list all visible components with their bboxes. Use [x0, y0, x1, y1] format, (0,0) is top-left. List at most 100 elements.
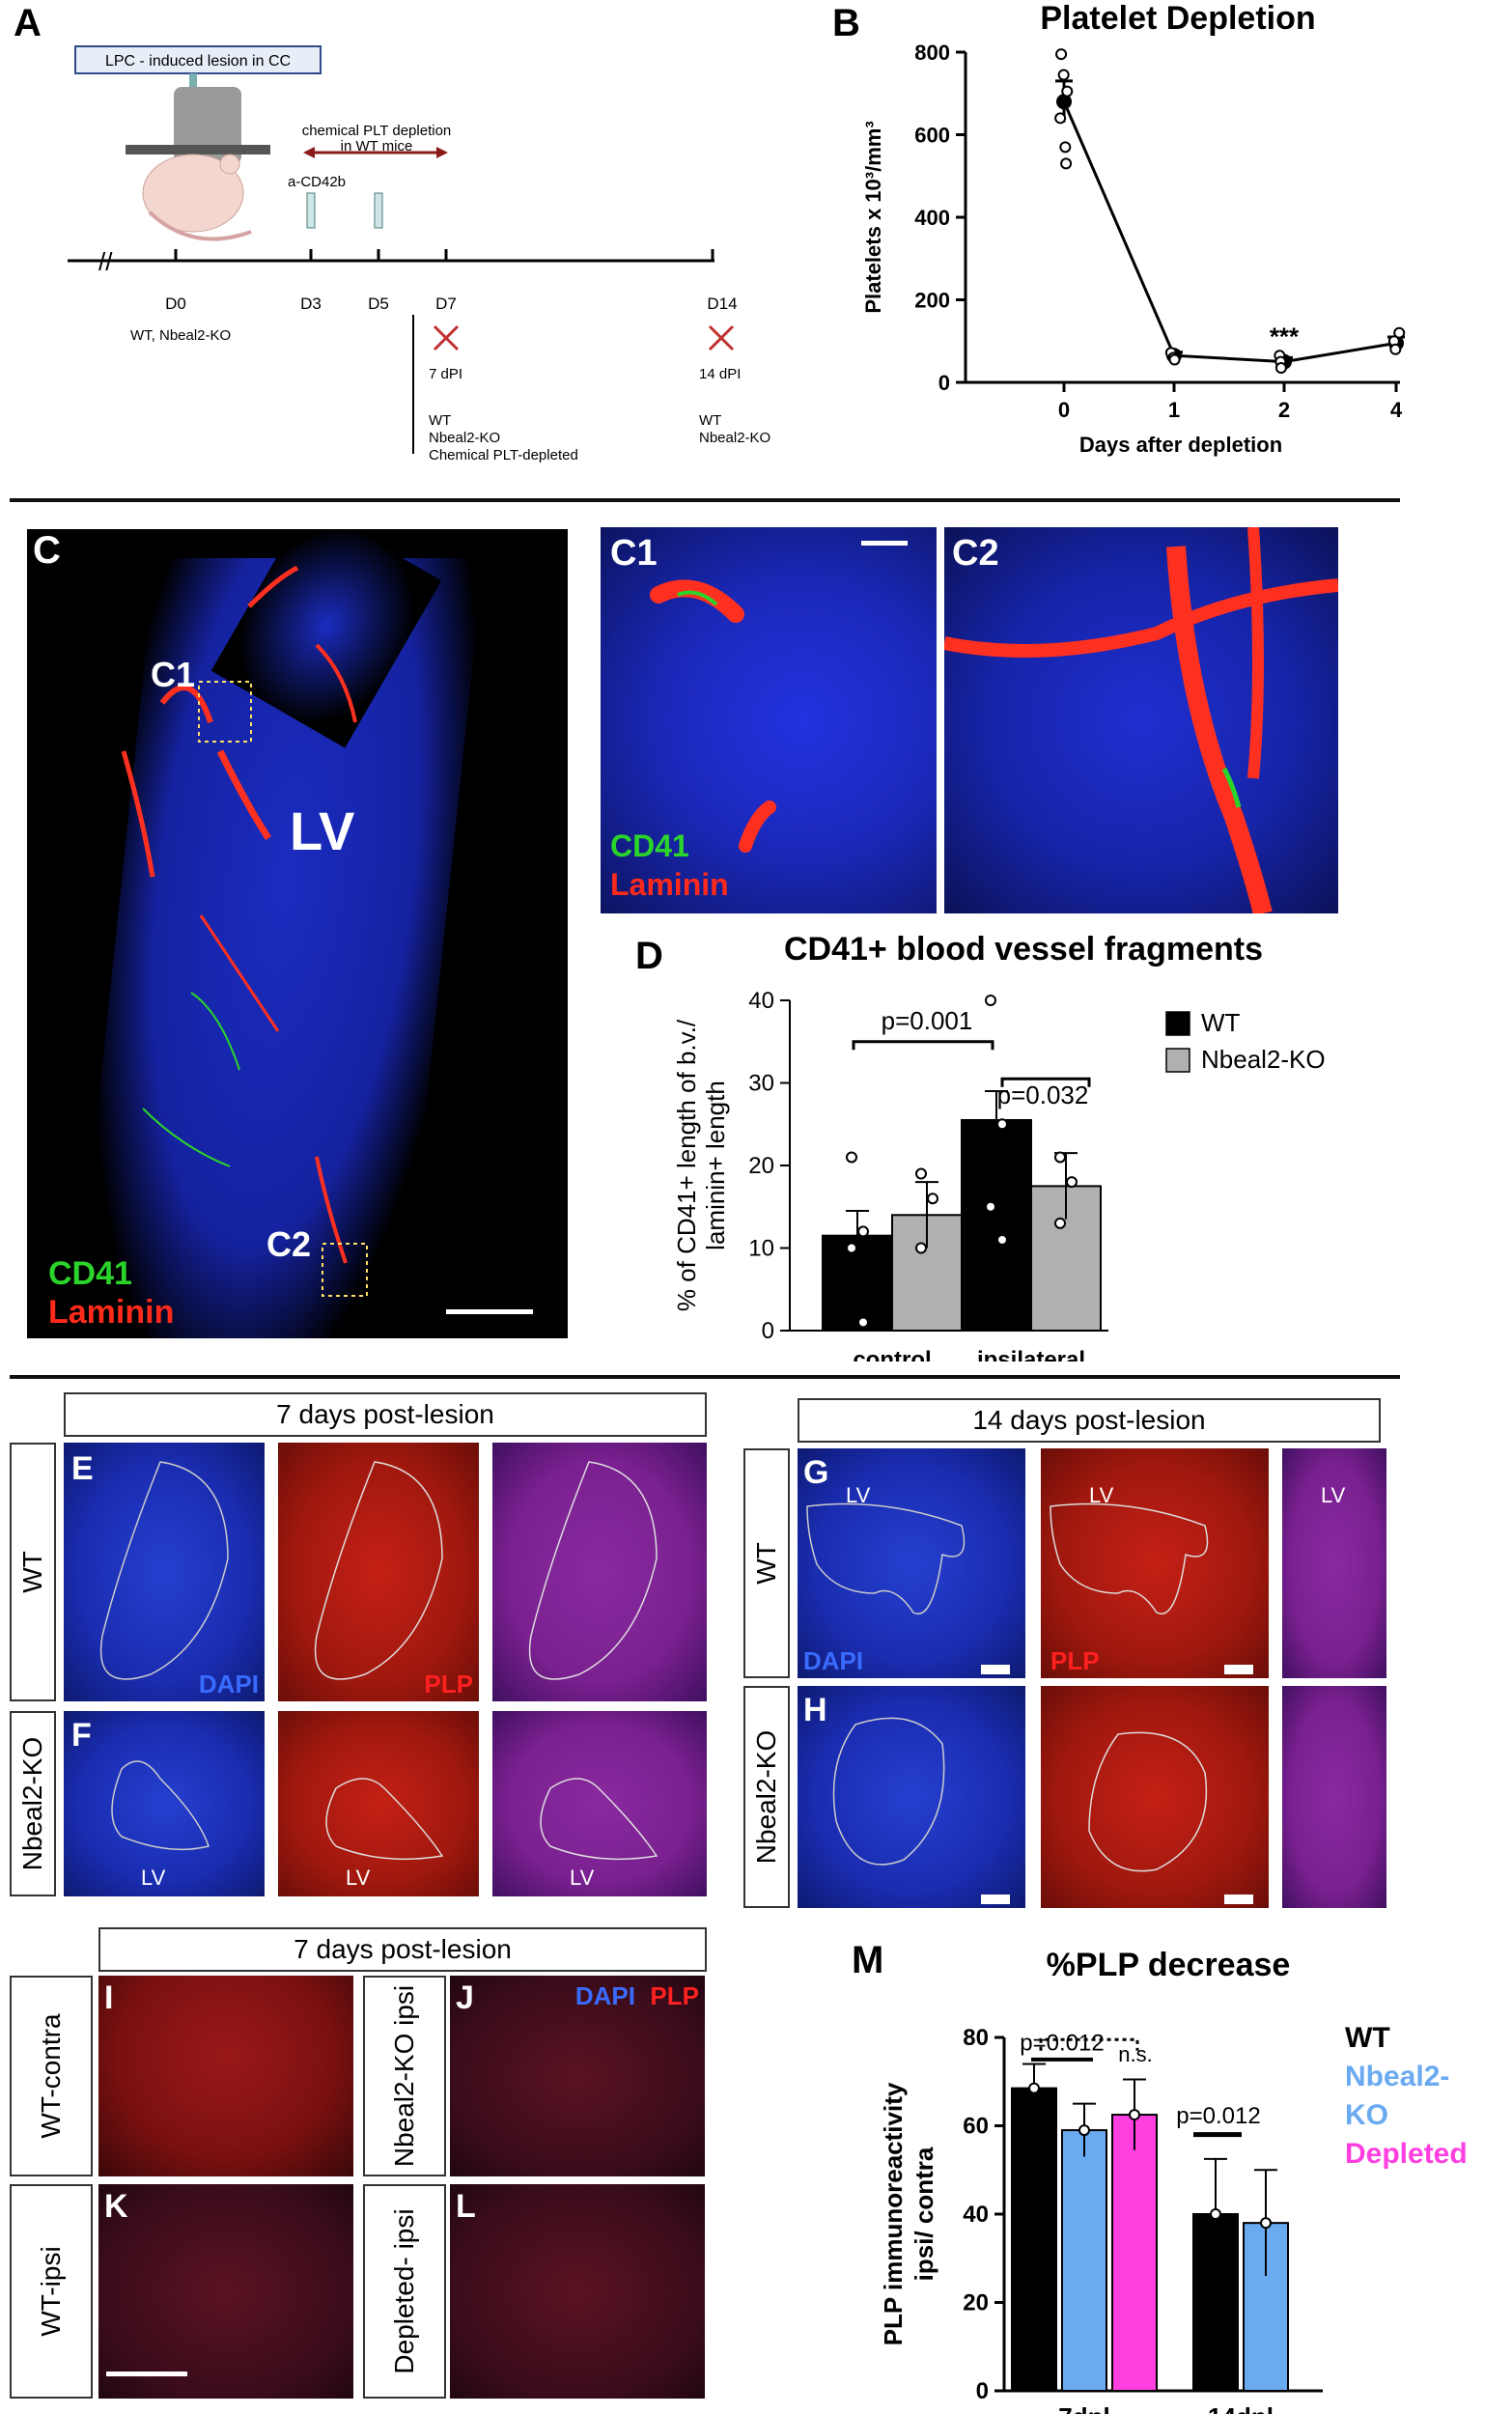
day-d5: D5	[368, 295, 389, 313]
panel-label-h: H	[803, 1692, 827, 1729]
x-tick-label: 4	[1390, 398, 1403, 422]
panel-g-dapi: G LV DAPI	[798, 1448, 1025, 1678]
lv-label-f1: LV	[141, 1866, 165, 1891]
data-point	[986, 1202, 995, 1212]
header-14-days: 14 days post-lesion	[798, 1398, 1381, 1443]
data-point	[1059, 70, 1069, 80]
lv-label-f3: LV	[570, 1866, 594, 1891]
data-point	[1055, 1219, 1065, 1228]
data-point	[997, 1119, 1007, 1129]
data-point	[847, 1152, 856, 1162]
stain-dapi-j: DAPI	[575, 1981, 635, 2011]
lv-label-g2: LV	[1089, 1483, 1113, 1508]
y-axis-label: Platelets x 10³/mm³	[861, 121, 885, 313]
panel-e-merge	[492, 1443, 707, 1701]
data-point	[1056, 49, 1066, 59]
series-line	[1064, 101, 1396, 361]
row-label-wt: WT	[10, 1443, 56, 1701]
lv-label-f2: LV	[346, 1866, 370, 1891]
d14-dpi: 14 dPI	[699, 366, 741, 382]
panel-f-plp: LV	[278, 1711, 479, 1896]
depletion-label-2: in WT mice	[341, 138, 413, 154]
legend-laminin: Laminin	[48, 1294, 174, 1332]
legend-label-nbeal2-1: Nbeal2-	[1345, 2061, 1449, 2092]
panel-e-plp: PLP	[278, 1443, 479, 1701]
y-tick-label: 40	[748, 988, 774, 1014]
ns-label: n.s.	[1118, 2042, 1152, 2066]
injection-label: a-CD42b	[288, 174, 346, 190]
chart-title: Platelet Depletion	[1040, 0, 1315, 37]
timeline-break: //	[98, 247, 113, 276]
data-point	[1390, 345, 1400, 354]
stain-plp: PLP	[424, 1670, 473, 1699]
panel-j-image: J DAPI PLP	[450, 1976, 705, 2176]
legend-label-depleted: Depleted	[1345, 2138, 1468, 2170]
panel-k-image: K	[98, 2184, 353, 2399]
panel-e-dapi: E DAPI	[64, 1443, 265, 1701]
panel-label-k: K	[104, 2188, 128, 2226]
legend-swatch	[1166, 1049, 1190, 1072]
day-d0: D0	[165, 295, 186, 313]
legend-label: Nbeal2-KO	[1201, 1045, 1326, 1074]
d7-group-1: WT	[429, 412, 451, 429]
chart-plp-decrease: %PLP decrease 0 20 40 60 80 PLP immunoreactivi…	[850, 1931, 1506, 2414]
p-value-label: p=0.032	[997, 1081, 1089, 1109]
legend-label-nbeal2-2: KO	[1345, 2099, 1388, 2131]
panel-c1-image: C1 CD41 Laminin	[601, 527, 937, 913]
row-label-nbeal2-ko: Nbeal2-KO	[10, 1711, 56, 1896]
divider	[10, 498, 1400, 502]
data-point	[916, 1169, 926, 1179]
legend-label-wt: WT	[1345, 2022, 1390, 2054]
bar	[1112, 2115, 1157, 2391]
d7-dpi: 7 dPI	[429, 366, 462, 382]
x-tick-label: 2	[1278, 398, 1290, 422]
legend-cd41: CD41	[48, 1255, 132, 1293]
stain-dapi-g: DAPI	[803, 1646, 863, 1676]
bar	[1012, 2089, 1056, 2391]
y-axis-label-line1: PLP immunoreactivity	[879, 2082, 908, 2345]
panel-label-e: E	[71, 1450, 94, 1488]
bar	[1062, 2130, 1106, 2391]
panel-label-c2: C2	[952, 533, 999, 575]
y-axis-label-line1: % of CD41+ length of b.v./	[672, 1019, 701, 1311]
data-point	[1029, 2084, 1039, 2093]
row-label-depleted-ipsi: Depleted- ipsi	[363, 2184, 446, 2399]
inset-label-c1: C1	[151, 655, 195, 695]
panel-c-image: C C1 C2 LV CD41 Laminin	[27, 529, 568, 1338]
panel-l-image: L	[450, 2184, 705, 2399]
day-d7: D7	[435, 295, 457, 313]
y-tick-label: 400	[914, 206, 950, 230]
y-tick-label: 60	[963, 2114, 989, 2140]
stain-dapi: DAPI	[199, 1670, 259, 1699]
legend-label: WT	[1201, 1008, 1241, 1037]
data-point	[1261, 2218, 1271, 2228]
data-point	[858, 1317, 868, 1327]
x-tick-label: 1	[1168, 398, 1180, 422]
mouse-stereotaxic-icon	[126, 73, 270, 239]
data-point	[1061, 158, 1071, 168]
stain-plp-j: PLP	[650, 1981, 699, 2011]
y-tick-label: 200	[914, 289, 950, 313]
bar	[962, 1120, 1031, 1331]
panel-label-f: F	[71, 1717, 92, 1754]
panel-label-g: G	[803, 1454, 828, 1492]
y-tick-label: 10	[748, 1236, 774, 1262]
data-point	[1062, 87, 1072, 97]
row-label-ko-ipsi: Nbeal2-KO ipsi	[363, 1976, 446, 2176]
panel-label-i: I	[104, 1979, 113, 2017]
data-point	[986, 996, 995, 1005]
y-tick-label: 20	[748, 1153, 774, 1179]
data-point	[1055, 1152, 1065, 1162]
data-point	[1170, 354, 1180, 364]
p-value-label: p=0.001	[882, 1006, 973, 1035]
data-point	[1079, 2125, 1089, 2135]
y-tick-label: 80	[963, 2025, 989, 2051]
y-tick-label: 0	[938, 371, 950, 395]
row-label-wt-ipsi: WT-ipsi	[10, 2184, 93, 2399]
y-tick-label: 800	[914, 41, 950, 65]
x-tick-label: ipsilateral	[977, 1347, 1085, 1361]
x-tick-label: 7dpl	[1058, 2402, 1109, 2414]
panel-label-c: C	[33, 529, 61, 573]
panel-a-timeline: LPC - induced lesion in CC chemical PLT …	[0, 0, 772, 483]
d0-groups: WT, Nbeal2-KO	[130, 327, 231, 344]
